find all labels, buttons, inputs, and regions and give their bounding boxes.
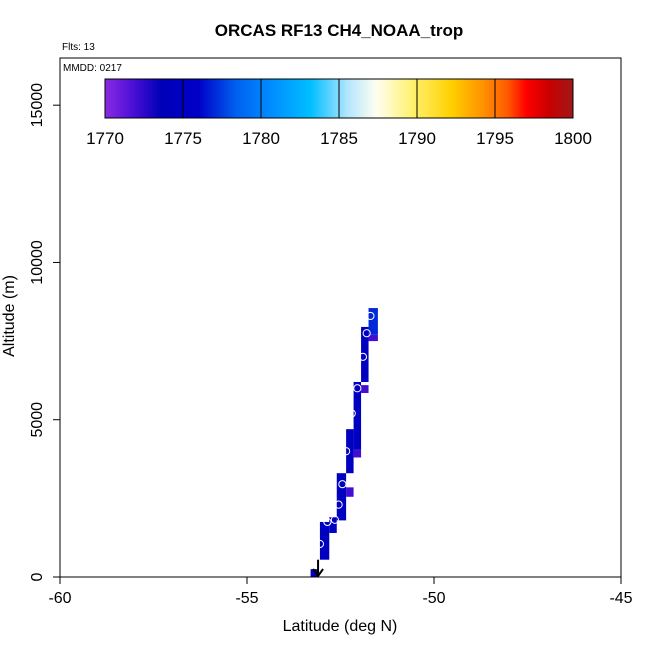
colorbar-tick-label: 1785 [320,129,358,148]
data-tile [329,517,337,533]
data-tile [361,326,369,382]
data-tile [310,569,319,577]
data-tile [353,449,362,458]
data-point [358,352,368,361]
data-point [334,500,343,509]
x-axis-label: Latitude (deg N) [283,618,398,635]
colorbar-tick-label: 1770 [86,129,124,148]
colorbar-tick-label: 1800 [554,129,592,148]
y-tick-label: 0 [29,572,46,581]
data-point [342,447,351,456]
data-tiles [310,308,378,577]
x-tick-label: -45 [609,590,632,607]
data-point [362,329,371,338]
colorbar-tick-label: 1775 [164,129,202,148]
data-tile [346,487,354,497]
flights-note: Flts: 13 [62,42,95,53]
colorbar: 1770 1775 1780 1785 1790 1795 1800 [86,78,592,148]
data-points [315,311,375,549]
x-axis: -60 -55 -50 -45 [48,576,633,607]
data-point [347,409,356,418]
x-tick-label: -55 [235,590,258,607]
chart-title: ORCAS RF13 CH4_NOAA_trop [215,21,463,40]
y-tick-label: 10000 [29,240,46,285]
data-point [366,311,375,321]
data-point [338,480,347,489]
data-point [315,539,325,549]
x-tick-label: -50 [422,590,445,607]
arrow-head [312,568,324,578]
data-point [353,384,362,393]
data-point [330,515,339,524]
colorbar-tick-label: 1790 [398,129,436,148]
data-tile [336,473,347,521]
data-tile [353,381,362,450]
colorbar-tick-label: 1795 [476,129,514,148]
y-tick-label: 15000 [29,83,46,128]
data-tile [361,385,369,393]
y-tick-label: 5000 [29,402,46,438]
y-axis: 0 5000 10000 15000 [29,83,61,581]
data-tile [368,334,378,342]
data-point [323,517,332,527]
colorbar-tick-label: 1780 [242,129,280,148]
y-axis-label: Altitude (m) [1,275,18,357]
flight-arrow [312,559,324,578]
data-tile [368,308,378,335]
date-note: MMDD: 0217 [63,63,122,74]
x-tick-label: -60 [48,590,71,607]
data-tile [319,521,330,560]
